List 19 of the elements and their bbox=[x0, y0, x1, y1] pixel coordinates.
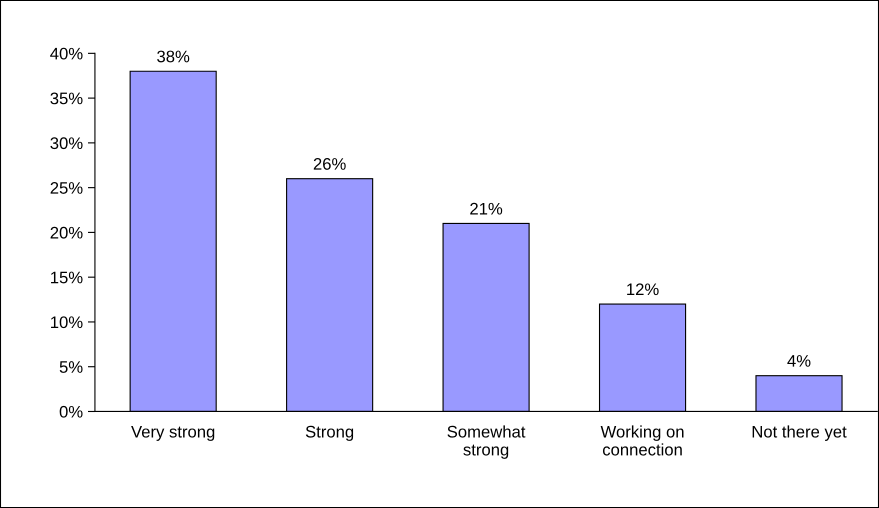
y-tick-label: 30% bbox=[50, 137, 83, 150]
y-tick-label: 5% bbox=[60, 361, 83, 373]
x-tick-label: Strong bbox=[306, 426, 354, 441]
x-tick-label: Very strong bbox=[131, 426, 214, 441]
y-tick-label: 35% bbox=[50, 92, 83, 104]
data-label: 4% bbox=[787, 355, 810, 367]
data-label: 38% bbox=[157, 50, 190, 62]
data-label: 26% bbox=[314, 158, 346, 170]
x-tick-label: Working on connection bbox=[600, 425, 684, 456]
x-tick-label: Not there yet bbox=[752, 425, 847, 441]
data-label: 21% bbox=[470, 202, 502, 215]
data-label: 12% bbox=[627, 283, 659, 296]
y-tick-label: 20% bbox=[50, 226, 83, 239]
y-tick-label: 10% bbox=[51, 316, 83, 328]
y-tick-label: 15% bbox=[51, 272, 83, 284]
y-tick-label: 25% bbox=[50, 182, 83, 194]
x-tick-label: Somewhat strong bbox=[447, 425, 526, 459]
y-tick-label: 40% bbox=[50, 48, 83, 60]
y-tick-label: 0% bbox=[60, 406, 83, 418]
